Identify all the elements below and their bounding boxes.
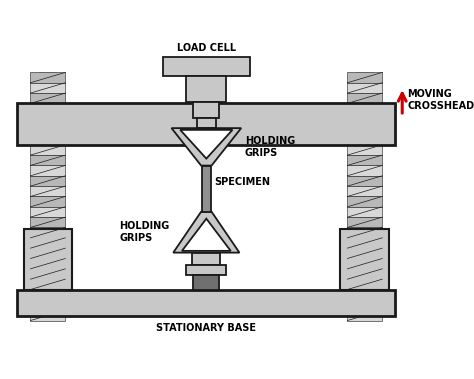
Bar [18,290,395,316]
Polygon shape [30,145,65,155]
Polygon shape [30,124,65,135]
Polygon shape [347,269,382,279]
Polygon shape [347,300,382,310]
Text: SPECIMEN: SPECIMEN [214,177,270,187]
Polygon shape [347,135,382,145]
Polygon shape [347,124,382,135]
Polygon shape [347,310,382,321]
Polygon shape [30,238,65,248]
Bar [202,166,211,212]
Polygon shape [30,166,65,176]
Polygon shape [180,130,232,158]
Bar [186,76,227,102]
Text: STATIONARY BASE: STATIONARY BASE [156,323,256,333]
Polygon shape [182,219,231,251]
Bar [340,229,389,290]
Polygon shape [30,269,65,279]
Polygon shape [347,227,382,238]
Polygon shape [30,258,65,269]
Polygon shape [347,103,382,114]
Polygon shape [30,135,65,145]
Polygon shape [347,279,382,290]
Bar [193,275,219,290]
Polygon shape [30,72,65,83]
Bar [192,253,220,265]
Text: HOLDING
GRIPS: HOLDING GRIPS [119,221,170,243]
Polygon shape [347,290,382,300]
Bar [186,265,227,275]
Text: LOAD CELL: LOAD CELL [177,43,236,53]
Bar [24,229,72,290]
Bar [197,117,216,128]
Polygon shape [30,93,65,103]
Polygon shape [347,83,382,93]
Polygon shape [30,103,65,114]
Polygon shape [347,93,382,103]
Polygon shape [347,166,382,176]
Polygon shape [30,217,65,227]
Polygon shape [347,248,382,258]
Polygon shape [30,176,65,186]
Polygon shape [30,279,65,290]
Polygon shape [173,212,239,253]
Polygon shape [347,176,382,186]
Polygon shape [347,186,382,196]
Bar [39,72,56,321]
Text: MOVING
CROSSHEAD: MOVING CROSSHEAD [408,89,474,111]
Polygon shape [347,145,382,155]
Polygon shape [347,217,382,227]
Polygon shape [347,114,382,124]
Polygon shape [347,258,382,269]
Polygon shape [30,290,65,300]
Polygon shape [30,310,65,321]
Polygon shape [30,114,65,124]
Polygon shape [172,128,241,166]
Polygon shape [30,207,65,217]
Bar [356,72,374,321]
Polygon shape [347,155,382,166]
Polygon shape [347,72,382,83]
Polygon shape [30,83,65,93]
Bar [163,57,250,76]
Polygon shape [30,155,65,166]
Text: HOLDING
GRIPS: HOLDING GRIPS [245,136,295,158]
Polygon shape [347,196,382,207]
Polygon shape [30,196,65,207]
Polygon shape [347,238,382,248]
Polygon shape [30,248,65,258]
Polygon shape [30,227,65,238]
Polygon shape [30,300,65,310]
Polygon shape [30,186,65,196]
Bar [18,103,395,145]
Bar [193,102,219,117]
Polygon shape [347,207,382,217]
